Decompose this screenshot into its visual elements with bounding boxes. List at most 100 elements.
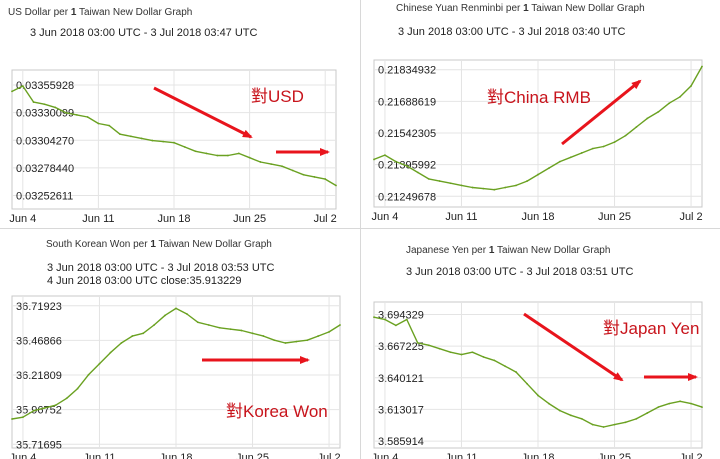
annotation-label: 對Japan Yen <box>603 319 699 338</box>
data-point <box>120 342 123 344</box>
data-point <box>548 402 550 405</box>
x-tick-label: Jun 11 <box>445 452 477 459</box>
data-point <box>119 133 121 136</box>
date-range: 3 Jun 2018 03:00 UTC - 3 Jul 2018 03:47 … <box>30 27 258 39</box>
data-point <box>657 406 660 409</box>
data-point <box>482 187 485 190</box>
y-tick-label: 36.71923 <box>16 301 62 313</box>
data-point <box>295 340 298 343</box>
data-point <box>613 141 616 144</box>
data-point <box>97 122 100 125</box>
data-point <box>324 178 327 180</box>
annotation-label: 對China RMB <box>487 88 591 107</box>
chart-title: South Korean Won per 1 Taiwan New Dollar… <box>46 239 272 250</box>
y-tick-label: 0.03252611 <box>16 191 73 203</box>
data-point <box>679 400 682 403</box>
data-point <box>548 167 550 169</box>
x-tick-label: Jun 4 <box>371 211 398 223</box>
data-point <box>284 342 287 344</box>
data-point <box>635 417 638 420</box>
x-tick-label: Jun 25 <box>236 452 269 459</box>
y-tick-label: 3.613017 <box>378 404 424 416</box>
x-tick-label: Jun 11 <box>82 213 114 225</box>
chart-title: US Dollar per 1 Taiwan New Dollar Graph <box>8 7 193 18</box>
data-point <box>460 184 463 187</box>
x-tick-label: Jun 11 <box>83 452 115 459</box>
y-tick-label: 0.03304270 <box>16 135 74 147</box>
data-point <box>173 141 175 144</box>
data-point <box>109 351 112 354</box>
chart-jpy: 3.585914 3.613017 3.640121 3.667225 3.694329… <box>371 301 703 459</box>
data-point <box>142 332 145 335</box>
data-point <box>373 158 375 161</box>
data-point <box>240 329 243 332</box>
data-point <box>32 101 35 103</box>
data-point <box>302 173 305 176</box>
chart-cny: 0.212496780.213959920.215423050.21688619… <box>371 59 703 223</box>
y-tick-label: 3.585914 <box>378 436 424 448</box>
x-tick-label: Jun 18 <box>521 452 554 459</box>
data-point <box>613 423 616 426</box>
x-tick-label: Jul 2 <box>679 452 702 459</box>
data-point <box>449 351 452 354</box>
data-point <box>373 316 375 319</box>
data-point <box>76 387 79 390</box>
data-point <box>251 332 254 335</box>
data-point <box>580 152 583 154</box>
data-point <box>75 114 78 116</box>
data-point <box>526 180 528 182</box>
data-point <box>602 426 605 428</box>
panel-cny: Chinese Yuan Renminbi per 1 Taiwan New D… <box>366 2 716 224</box>
y-tick-label: 3.667225 <box>378 341 424 353</box>
chart-usd: 0.03252611 0.03278440 0.03304270 0.03330099… <box>9 69 337 225</box>
data-point <box>32 409 35 412</box>
data-point <box>339 324 341 326</box>
data-point <box>438 180 441 182</box>
data-point <box>65 397 68 400</box>
data-point <box>270 163 273 165</box>
data-point <box>701 65 703 68</box>
data-point <box>196 321 199 324</box>
data-point <box>591 423 594 426</box>
data-point <box>205 152 208 155</box>
data-point <box>394 160 397 163</box>
data-point <box>668 402 671 405</box>
x-tick-label: Jun 18 <box>157 213 190 225</box>
data-point <box>526 382 528 385</box>
data-point <box>569 156 572 159</box>
trend-arrow <box>523 312 624 382</box>
data-point <box>416 171 419 174</box>
data-point <box>131 335 134 337</box>
data-point <box>558 409 561 412</box>
data-point <box>515 371 518 373</box>
x-tick-label: Jul 2 <box>317 452 340 459</box>
x-tick-label: Jun 4 <box>9 213 36 225</box>
date-range: 3 Jun 2018 03:00 UTC - 3 Jul 2018 03:53 … <box>47 262 275 274</box>
data-point <box>207 324 210 326</box>
panel-jpy: Japanese Yen per 1 Taiwan New Dollar Gra… <box>366 234 716 459</box>
y-tick-label: 0.21249678 <box>378 191 436 203</box>
data-point <box>646 412 649 414</box>
y-tick-label: 0.03278440 <box>16 163 74 175</box>
chart-title: Chinese Yuan Renminbi per 1 Taiwan New D… <box>396 3 645 14</box>
data-point <box>317 335 320 337</box>
chart-krw: 35.71695 35.96752 36.21809 36.46866 36.71923… <box>9 295 341 459</box>
x-tick-label: Jun 18 <box>159 452 192 459</box>
date-range: 3 Jun 2018 03:00 UTC - 3 Jul 2018 03:40 … <box>398 26 626 38</box>
data-point <box>449 182 452 185</box>
data-point <box>227 154 229 157</box>
data-point <box>438 347 441 350</box>
data-point <box>54 404 57 407</box>
data-point <box>108 124 111 127</box>
data-point <box>313 176 316 178</box>
panel-krw: South Korean Won per 1 Taiwan New Dollar… <box>4 234 354 459</box>
data-point <box>65 111 67 114</box>
data-point <box>273 339 276 342</box>
annotation-label: 對USD <box>251 87 304 106</box>
x-tick-label: Jun 25 <box>233 213 266 225</box>
y-tick-label: 35.96752 <box>16 405 62 417</box>
data-point <box>515 184 518 187</box>
data-point <box>21 85 24 87</box>
data-point <box>427 177 430 180</box>
trend-arrow <box>153 86 253 139</box>
